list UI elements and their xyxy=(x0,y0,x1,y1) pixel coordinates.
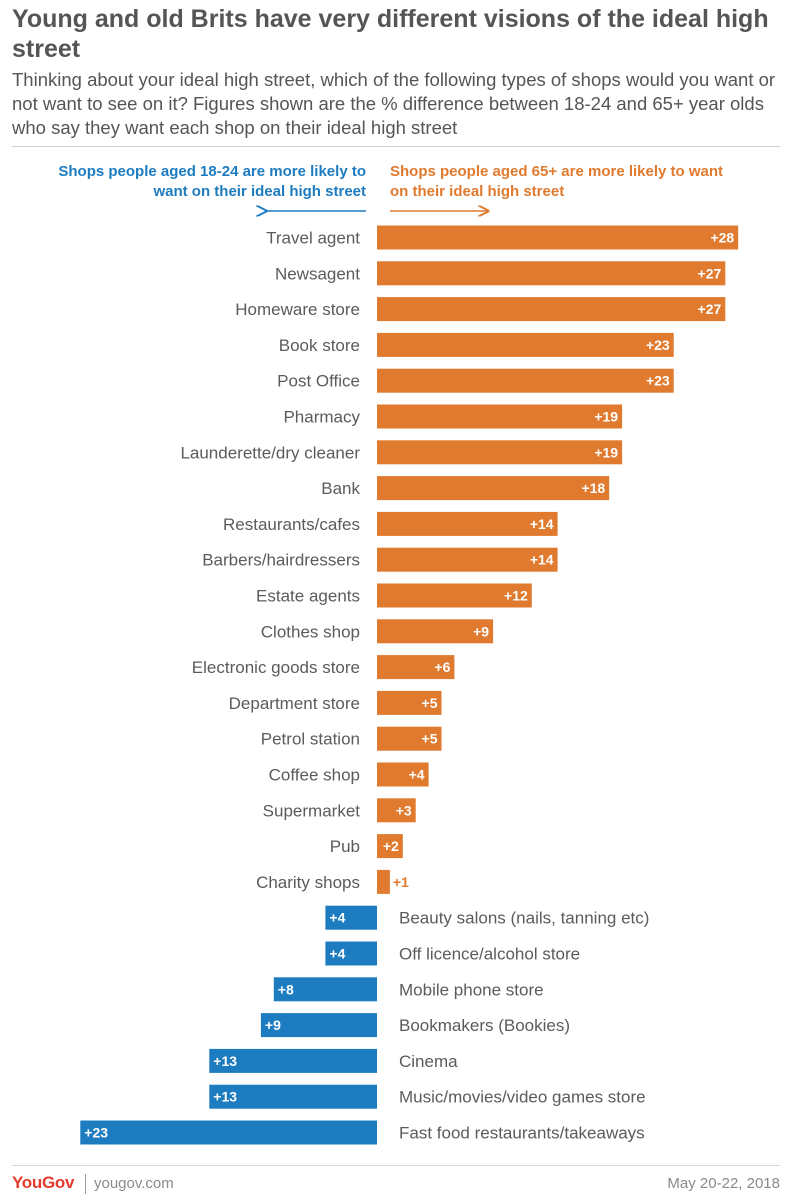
category-label-charity-shops: Charity shops xyxy=(256,873,360,892)
bar-travel-agent xyxy=(377,225,739,250)
value-label-music-movies-video-games-store: +13 xyxy=(213,1089,237,1105)
value-label-fast-food-restaurants-takeaways: +23 xyxy=(84,1125,108,1141)
footer-date: May 20-22, 2018 xyxy=(667,1175,780,1192)
footer-separator xyxy=(85,1174,86,1194)
bar-charity-shops xyxy=(377,869,390,894)
legend-older: Shops people aged 65+ are more likely to… xyxy=(390,163,724,200)
bar-newsagent xyxy=(377,261,726,286)
yougov-logo: YouGov xyxy=(12,1173,75,1192)
category-label-barbers-hairdressers: Barbers/hairdressers xyxy=(202,551,360,570)
value-label-barbers-hairdressers: +14 xyxy=(530,552,554,568)
category-label-travel-agent: Travel agent xyxy=(266,229,360,248)
value-label-estate-agents: +12 xyxy=(504,588,528,604)
bar-homeware-store xyxy=(377,297,726,322)
chart-title: Young and old Brits have very different … xyxy=(12,5,769,63)
bar-music-movies-video-games-store xyxy=(209,1084,377,1109)
category-label-electronic-goods-store: Electronic goods store xyxy=(192,658,360,677)
bar-bank xyxy=(377,476,610,501)
bar-cinema xyxy=(209,1048,377,1073)
category-label-estate-agents: Estate agents xyxy=(256,587,360,606)
header-divider xyxy=(12,146,780,147)
bar-pharmacy xyxy=(377,404,623,429)
category-label-mobile-phone-store: Mobile phone store xyxy=(399,980,544,999)
value-label-bank: +18 xyxy=(581,480,605,496)
category-label-department-store: Department store xyxy=(229,694,360,713)
category-label-pharmacy: Pharmacy xyxy=(283,408,360,427)
category-label-beauty-salons-nails-tanning-etc: Beauty salons (nails, tanning etc) xyxy=(399,909,649,928)
footer-divider xyxy=(12,1165,780,1166)
category-label-petrol-station: Petrol station xyxy=(261,730,360,749)
value-label-off-licence-alcohol-store: +4 xyxy=(329,946,345,962)
bar-clothes-shop xyxy=(377,619,494,644)
value-label-pub: +2 xyxy=(383,838,399,854)
bar-pub xyxy=(377,834,403,859)
value-label-electronic-goods-store: +6 xyxy=(434,659,450,675)
value-label-supermarket: +3 xyxy=(396,802,412,818)
bar-chart: +28 Travel agent +27 Newsagent +27 Homeware s… xyxy=(80,0,739,1145)
value-label-mobile-phone-store: +8 xyxy=(278,981,294,997)
bar-mobile-phone-store xyxy=(273,977,377,1002)
category-label-homeware-store: Homeware store xyxy=(235,300,360,319)
value-label-beauty-salons-nails-tanning-etc: +4 xyxy=(329,910,345,926)
value-label-cinema: +13 xyxy=(213,1053,237,1069)
legend-younger: Shops people aged 18-24 are more likely … xyxy=(58,163,366,200)
category-label-pub: Pub xyxy=(330,837,360,856)
value-label-pharmacy: +19 xyxy=(594,409,618,425)
value-label-petrol-station: +5 xyxy=(422,731,438,747)
category-label-off-licence-alcohol-store: Off licence/alcohol store xyxy=(399,945,580,964)
value-label-travel-agent: +28 xyxy=(710,230,734,246)
category-label-book-store: Book store xyxy=(279,336,360,355)
value-label-homeware-store: +27 xyxy=(698,301,722,317)
value-label-post-office: +23 xyxy=(646,373,670,389)
category-label-supermarket: Supermarket xyxy=(263,801,361,820)
value-label-charity-shops: +1 xyxy=(393,874,409,890)
category-label-post-office: Post Office xyxy=(277,372,360,391)
category-label-clothes-shop: Clothes shop xyxy=(261,622,360,641)
category-label-newsagent: Newsagent xyxy=(275,264,360,283)
value-label-book-store: +23 xyxy=(646,337,670,353)
bar-beauty-salons-nails-tanning-etc xyxy=(325,905,377,930)
bar-restaurants-cafes xyxy=(377,511,558,536)
category-label-bookmakers-bookies: Bookmakers (Bookies) xyxy=(399,1016,570,1035)
category-label-music-movies-video-games-store: Music/movies/video games store xyxy=(399,1088,646,1107)
value-label-newsagent: +27 xyxy=(698,265,722,281)
category-label-launderette-dry-cleaner: Launderette/dry cleaner xyxy=(180,443,360,462)
category-label-bank: Bank xyxy=(321,479,360,498)
category-label-fast-food-restaurants-takeaways: Fast food restaurants/takeaways xyxy=(399,1124,645,1143)
bar-book-store xyxy=(377,332,674,357)
bar-coffee-shop xyxy=(377,762,429,787)
bar-bookmakers-bookies xyxy=(260,1013,377,1038)
bar-off-licence-alcohol-store xyxy=(325,941,377,966)
value-label-coffee-shop: +4 xyxy=(409,767,425,783)
value-label-launderette-dry-cleaner: +19 xyxy=(594,444,618,460)
bar-post-office xyxy=(377,368,674,393)
bar-petrol-station xyxy=(377,726,442,751)
bar-fast-food-restaurants-takeaways xyxy=(80,1120,378,1145)
bar-department-store xyxy=(377,690,442,715)
bar-electronic-goods-store xyxy=(377,655,455,680)
category-label-restaurants-cafes: Restaurants/cafes xyxy=(223,515,360,534)
category-label-cinema: Cinema xyxy=(399,1052,458,1071)
value-label-clothes-shop: +9 xyxy=(473,623,489,639)
value-label-restaurants-cafes: +14 xyxy=(530,516,554,532)
chart-subtitle: Thinking about your ideal high street, w… xyxy=(12,69,776,138)
bar-launderette-dry-cleaner xyxy=(377,440,623,465)
value-label-bookmakers-bookies: +9 xyxy=(265,1017,281,1033)
category-label-coffee-shop: Coffee shop xyxy=(269,766,360,785)
bar-barbers-hairdressers xyxy=(377,547,558,572)
value-label-department-store: +5 xyxy=(422,695,438,711)
bar-supermarket xyxy=(377,798,416,823)
footer-site: yougov.com xyxy=(94,1175,174,1192)
bar-estate-agents xyxy=(377,583,532,608)
